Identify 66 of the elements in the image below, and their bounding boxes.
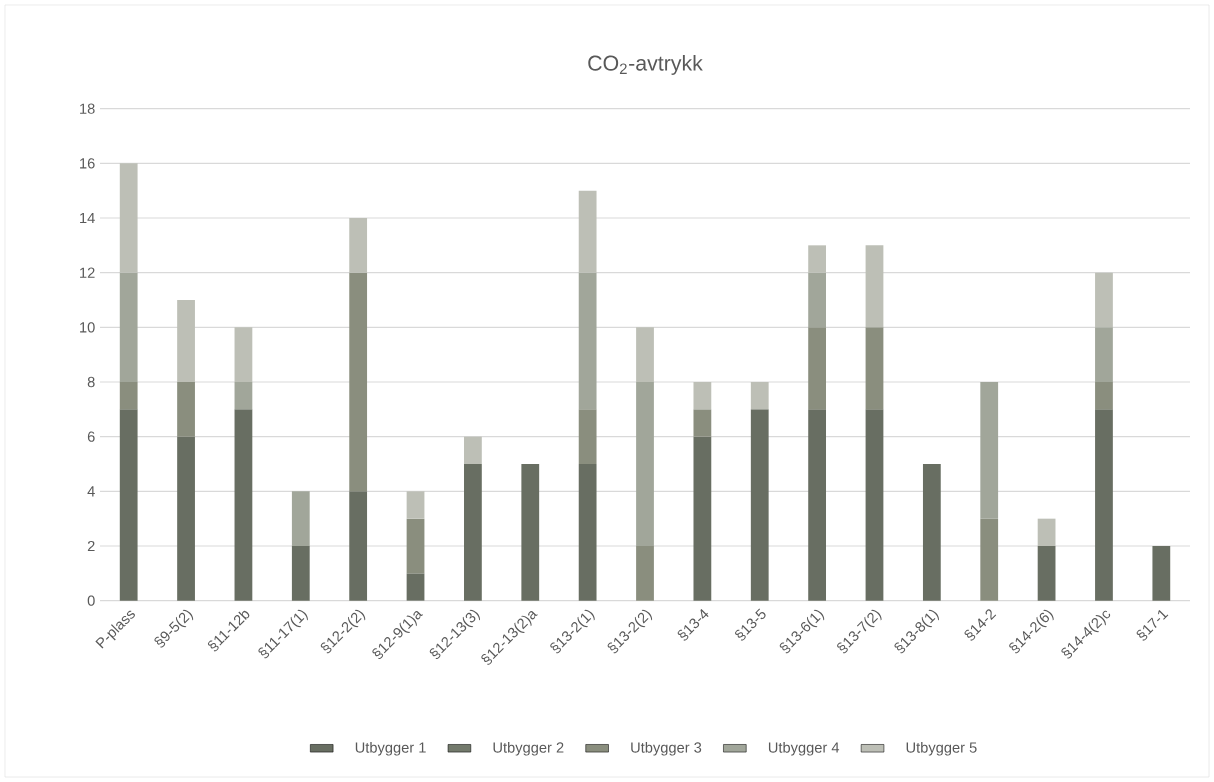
bar (349, 272, 368, 492)
bar (750, 409, 769, 601)
bar (119, 409, 138, 601)
bar (291, 491, 310, 546)
bar (464, 464, 482, 601)
y-tick-label: 2 (87, 540, 95, 552)
bar (808, 327, 827, 410)
bar (464, 436, 482, 464)
bar (406, 573, 425, 601)
bar (349, 491, 368, 601)
bar (234, 382, 253, 410)
bar (636, 546, 654, 601)
bar (119, 382, 138, 410)
bar (234, 409, 253, 601)
bar (119, 272, 138, 382)
y-tick-label: 8 (87, 376, 95, 388)
bar (980, 382, 999, 519)
bar (177, 382, 195, 437)
bar (119, 163, 138, 273)
bar (922, 464, 941, 601)
bar (693, 382, 712, 410)
bar (808, 409, 827, 601)
bar (636, 327, 654, 382)
bar (578, 464, 597, 601)
bar (578, 190, 597, 273)
bar (578, 272, 597, 410)
bar (1095, 272, 1113, 328)
bar (865, 409, 884, 601)
y-tick-label: 10 (80, 322, 95, 333)
y-tick-label: 18 (80, 103, 95, 114)
bar (636, 382, 654, 546)
chart-title: CO$_{2}$-avtrykk (588, 55, 703, 75)
bar (980, 518, 999, 601)
bar (1037, 518, 1056, 546)
legend-label: Utbygger 4 (768, 741, 840, 756)
legend-label: Utbygger 5 (906, 741, 977, 756)
y-tick-label: 12 (80, 267, 95, 278)
bar (349, 218, 368, 273)
bar (406, 491, 425, 519)
bar (865, 245, 884, 328)
bar (1037, 546, 1056, 601)
bar (406, 518, 425, 574)
y-tick-label: 6 (87, 431, 95, 442)
bar (1152, 546, 1171, 601)
bar (693, 409, 712, 437)
bar (177, 436, 195, 601)
legend-label: Utbygger 3 (631, 741, 702, 756)
bar (521, 464, 540, 601)
bar (291, 546, 310, 601)
bar (1095, 327, 1113, 382)
legend-label: Utbygger 1 (355, 741, 426, 756)
bar (177, 300, 195, 382)
y-tick-label: 0 (87, 595, 95, 606)
bar (234, 327, 253, 382)
y-tick-label: 14 (80, 212, 95, 224)
y-tick-label: 4 (87, 486, 95, 497)
bar (578, 409, 597, 464)
y-tick-label: 16 (80, 158, 95, 169)
bar (693, 436, 712, 601)
bar (865, 327, 884, 410)
bar (808, 272, 827, 328)
bar (1095, 409, 1113, 601)
bar (808, 245, 827, 273)
legend-label: Utbygger 2 (493, 741, 564, 756)
bar (750, 382, 769, 410)
bar (1095, 382, 1113, 410)
